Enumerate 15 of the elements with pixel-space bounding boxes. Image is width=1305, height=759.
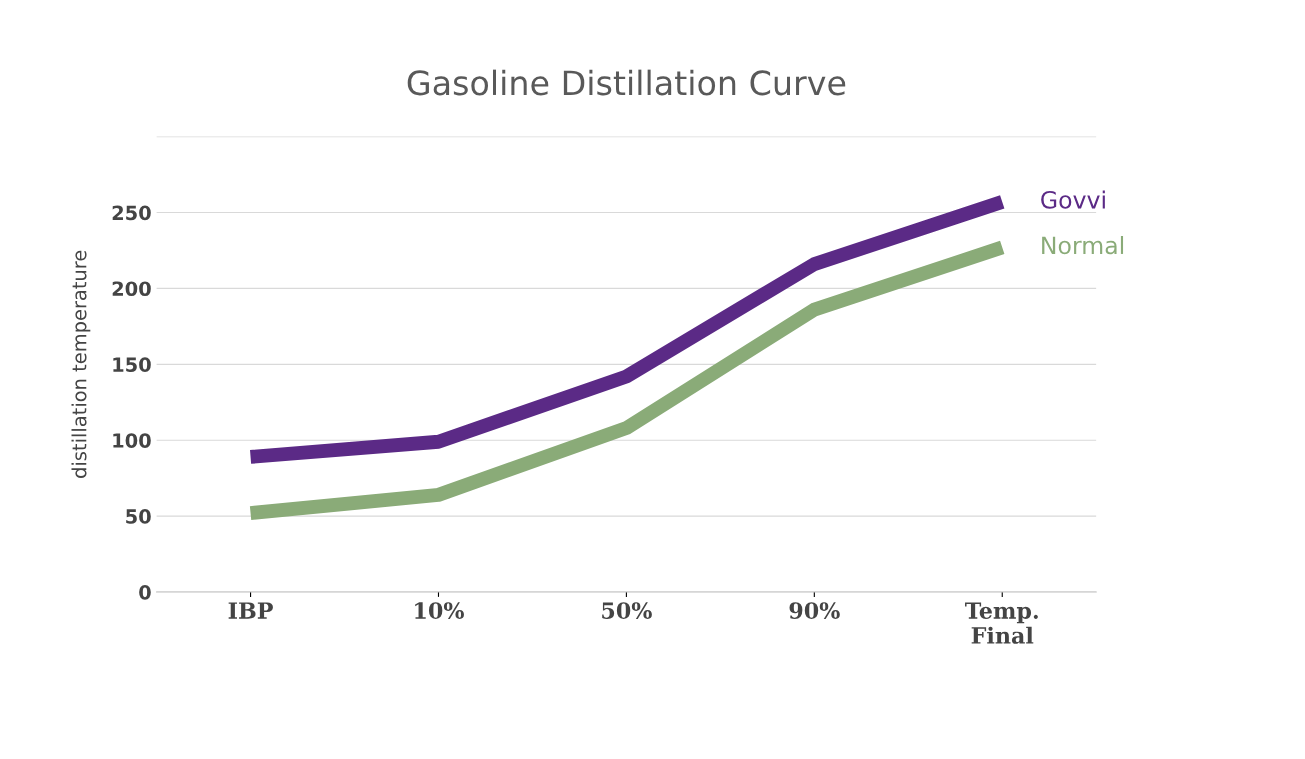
y-axis-title: distillation temperature bbox=[71, 250, 91, 478]
x-tick-label: 10% bbox=[415, 602, 464, 619]
x-tick-label: Temp. Final bbox=[965, 602, 1038, 644]
y-tick-label: 250 bbox=[112, 205, 151, 221]
y-tick-label: 200 bbox=[112, 281, 151, 297]
x-tick-label: 50% bbox=[602, 602, 652, 619]
chart-title: Gasoline Distillation Curve bbox=[407, 69, 846, 96]
y-tick-label: 150 bbox=[113, 357, 151, 372]
y-tick-label: 100 bbox=[113, 433, 151, 448]
series-label: Govvi bbox=[1041, 190, 1105, 209]
y-tick-label: 50 bbox=[126, 509, 151, 524]
series-label: Normal bbox=[1042, 236, 1124, 255]
y-tick-label: 0 bbox=[139, 584, 151, 600]
x-tick-label: IBP bbox=[228, 602, 273, 619]
x-tick-label: 90% bbox=[789, 602, 840, 619]
